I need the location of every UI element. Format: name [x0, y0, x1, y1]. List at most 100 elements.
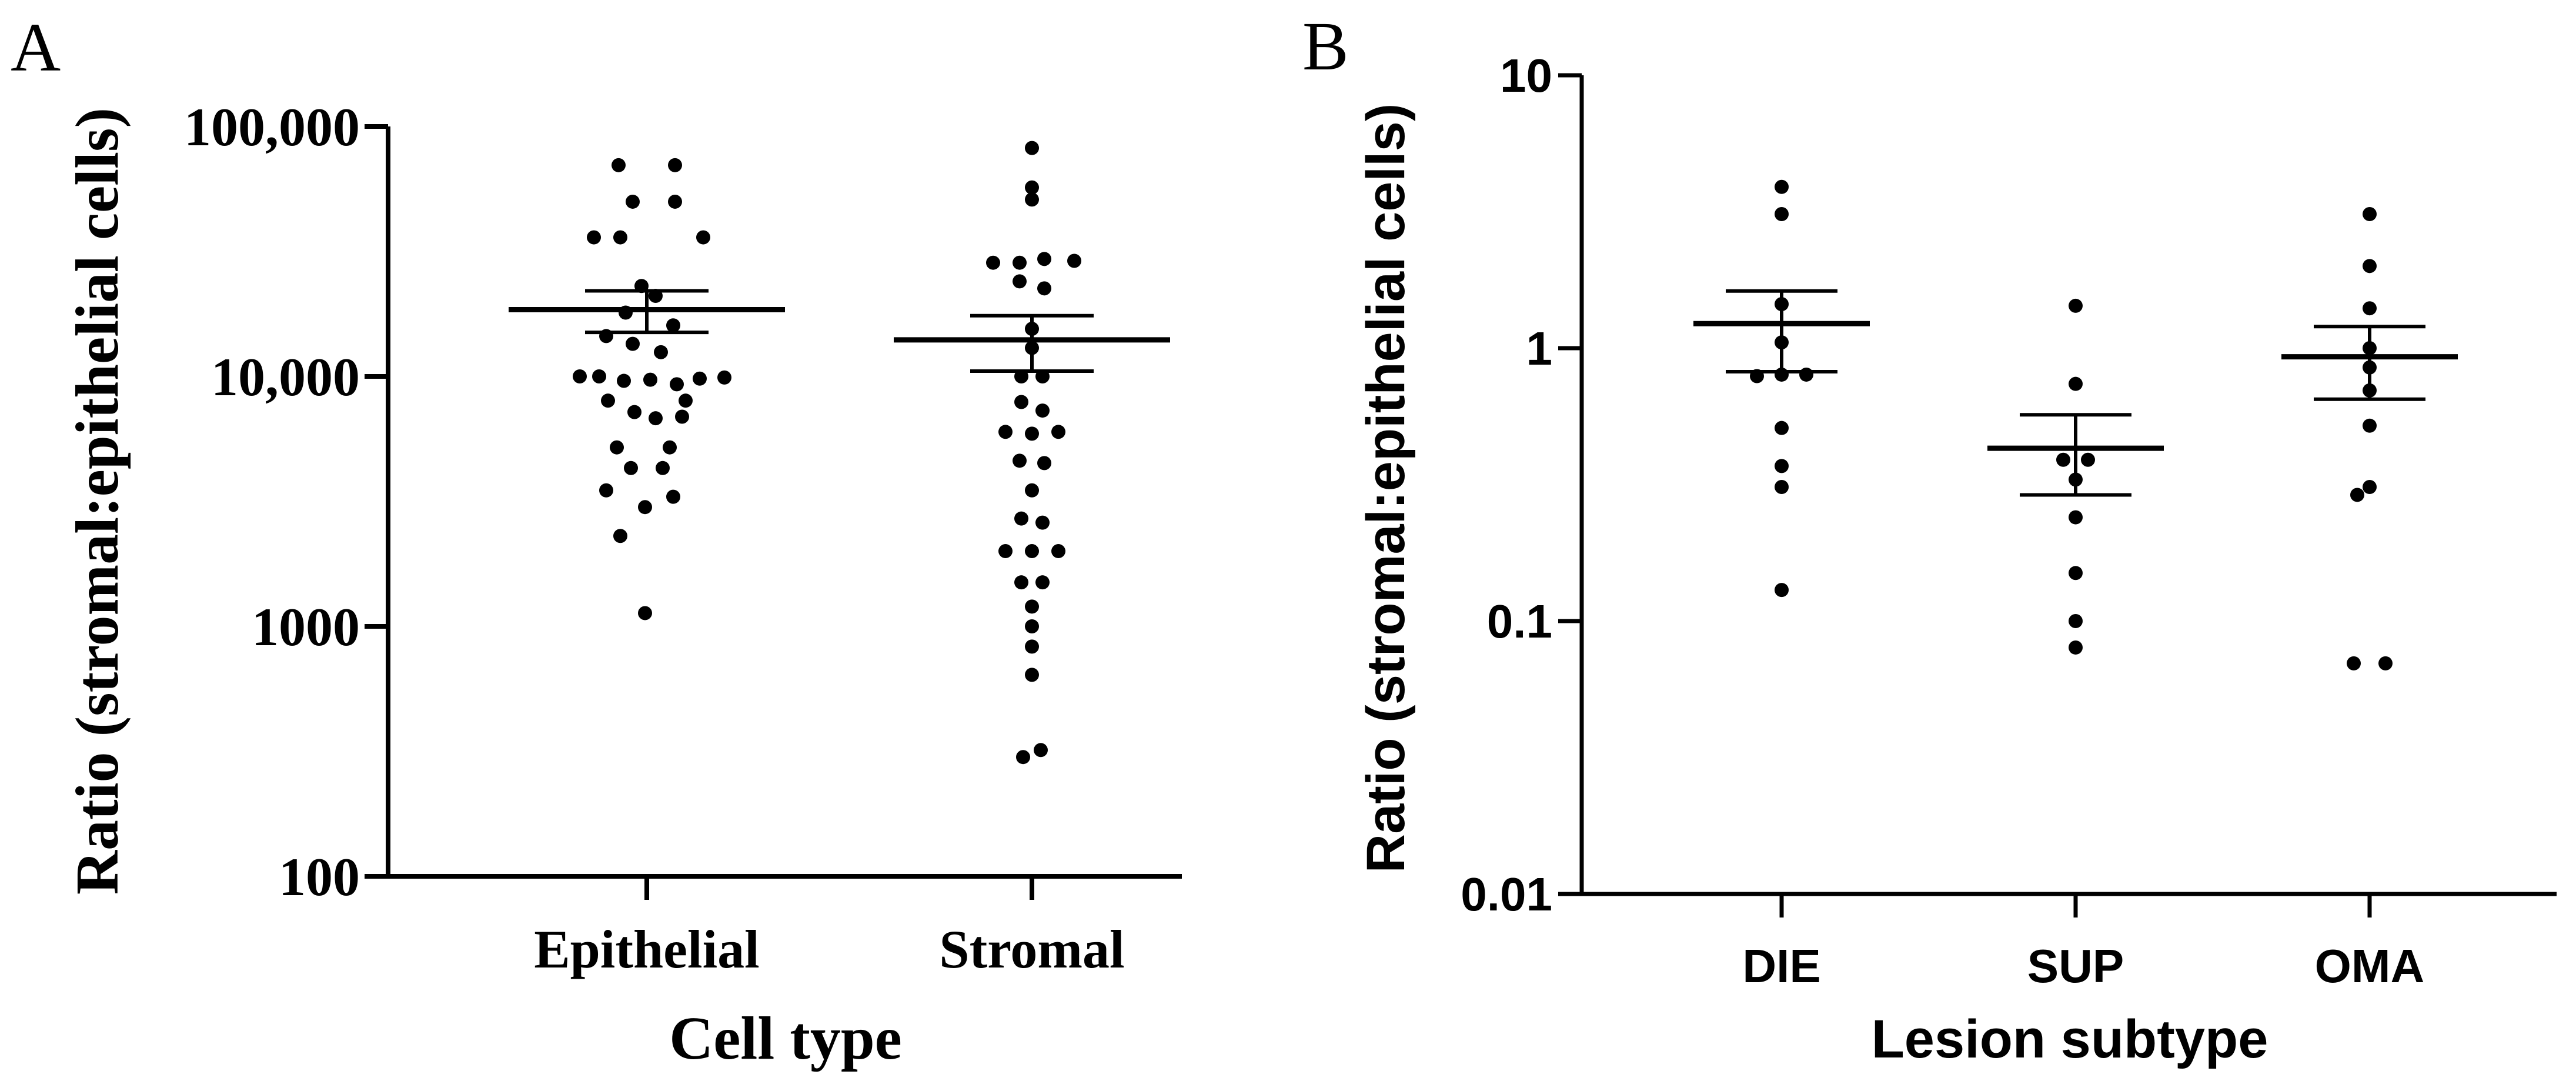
data-point — [1037, 252, 1051, 266]
data-point — [638, 606, 652, 620]
data-point — [2347, 656, 2361, 670]
panel-a-y-tick-label: 100 — [279, 847, 360, 907]
data-point — [1016, 750, 1030, 765]
panel-a-y-tick-label: 100,000 — [184, 97, 360, 157]
data-point — [2069, 640, 2083, 655]
data-point — [1014, 511, 1028, 526]
data-point — [1051, 425, 1065, 439]
panel-a-x-tick-label: Stromal — [939, 919, 1124, 979]
data-point — [666, 489, 680, 504]
data-point — [666, 318, 680, 333]
data-point — [1013, 255, 1027, 270]
panel-b-x-tick-label: OMA — [2315, 940, 2425, 992]
data-point — [613, 529, 627, 543]
data-point — [573, 369, 587, 383]
data-point — [649, 411, 663, 426]
data-point — [1037, 281, 1051, 296]
data-point — [1799, 367, 1813, 382]
data-point — [679, 393, 693, 408]
data-point — [613, 230, 627, 245]
data-point — [2069, 510, 2083, 525]
data-point — [675, 409, 689, 424]
data-point — [1037, 456, 1051, 471]
data-point — [1775, 583, 1789, 598]
data-point — [998, 544, 1013, 559]
data-point — [1013, 274, 1027, 289]
data-point — [1014, 395, 1028, 409]
data-point — [1067, 253, 1081, 268]
data-point — [693, 371, 707, 386]
panel-a-series-epithelial — [509, 158, 785, 620]
panel-a-x-tick-label: Epithelial — [534, 919, 759, 979]
panel-b-chart: 0.01 0.1 1 10 DIE SUP OMA Lesion subtype Rati… — [1356, 49, 2557, 1069]
data-point — [638, 500, 652, 515]
data-point — [654, 345, 668, 359]
data-point — [2363, 301, 2377, 316]
data-point — [1025, 639, 1039, 654]
data-point — [626, 336, 640, 351]
data-point — [2056, 452, 2070, 467]
data-point — [1025, 668, 1039, 682]
data-point — [2350, 488, 2364, 502]
data-point — [1775, 421, 1789, 435]
data-point — [1775, 207, 1789, 222]
data-point — [626, 194, 640, 209]
data-point — [2069, 298, 2083, 313]
panel-a-series-stromal — [894, 141, 1170, 765]
panel-b-series-die — [1693, 179, 1870, 598]
data-point — [2069, 614, 2083, 628]
data-point — [643, 372, 657, 387]
panel-a-chart: 100 1000 10,000 100,000 Epithelial Stromal C… — [64, 97, 1182, 1072]
data-point — [610, 440, 624, 455]
data-point — [1025, 619, 1039, 633]
data-point — [656, 461, 670, 475]
data-point — [1775, 480, 1789, 495]
panel-letter-b: B — [1302, 8, 1349, 85]
data-point — [1025, 426, 1039, 441]
panel-b-x-tick-label: SUP — [2027, 940, 2124, 992]
data-point — [587, 230, 601, 245]
data-point — [1035, 515, 1050, 530]
data-point — [668, 158, 682, 172]
data-point — [696, 230, 710, 245]
panel-a-y-tick-label: 1000 — [252, 597, 360, 657]
data-point — [998, 425, 1013, 439]
panel-b-series-oma — [2281, 207, 2458, 670]
data-point — [1035, 369, 1050, 383]
data-point — [1025, 483, 1039, 498]
panel-a-y-axis-title: Ratio (stromal:epithelial cells) — [64, 108, 131, 895]
data-point — [1034, 743, 1048, 758]
panel-b-y-tick-label: 0.01 — [1461, 868, 1552, 920]
data-point — [1051, 544, 1065, 559]
data-point — [599, 483, 613, 498]
panel-b-series-sup — [1987, 298, 2164, 655]
data-point — [663, 440, 677, 455]
data-point — [1025, 141, 1039, 155]
data-point — [670, 377, 684, 392]
data-point — [1014, 369, 1028, 383]
data-point — [668, 194, 682, 209]
data-point — [1013, 453, 1027, 468]
data-point — [1775, 459, 1789, 473]
data-point — [2363, 480, 2377, 495]
data-point — [612, 158, 626, 172]
data-point — [627, 405, 642, 419]
data-point — [717, 370, 731, 385]
data-point — [1025, 599, 1039, 614]
data-point — [1775, 179, 1789, 194]
data-point — [1025, 544, 1039, 559]
data-point — [986, 255, 1000, 270]
data-point — [1014, 575, 1028, 590]
data-point — [2378, 656, 2393, 670]
panel-a-y-tick-label: 10,000 — [211, 347, 360, 407]
data-point — [624, 461, 638, 475]
panel-a-x-axis-title: Cell type — [669, 1005, 902, 1072]
data-point — [2363, 259, 2377, 273]
data-point — [1025, 192, 1039, 207]
data-point — [592, 369, 606, 383]
data-point — [2363, 207, 2377, 222]
panel-b-y-tick-label: 0.1 — [1487, 595, 1552, 648]
data-point — [601, 393, 615, 408]
